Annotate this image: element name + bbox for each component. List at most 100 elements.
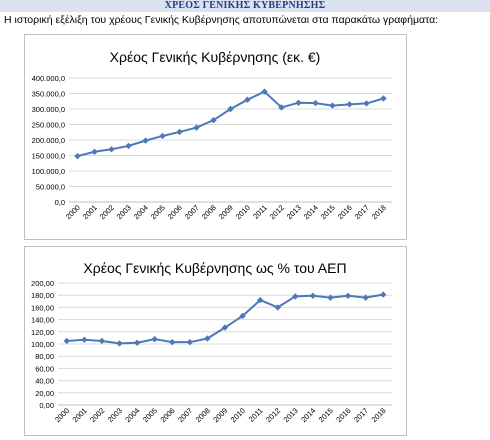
x-tick-label: 2004: [132, 203, 150, 221]
data-point: [204, 335, 211, 342]
y-tick-label: 200.000,0: [32, 136, 65, 145]
debt-gdp-chart-svg: Χρέος Γενικής Κυβέρνησης ως % του ΑΕΠ 0,0…: [31, 260, 392, 424]
x-tick-label: 2001: [81, 203, 99, 221]
data-point: [98, 337, 106, 345]
y-tick-label: 40,00: [35, 377, 54, 386]
data-point: [329, 102, 336, 109]
data-point: [309, 292, 317, 300]
x-tick-label: 2005: [141, 406, 159, 424]
data-point: [380, 95, 387, 102]
chart-title: Χρέος Γενικής Κυβέρνησης (εκ. €): [110, 49, 321, 65]
data-point: [108, 146, 115, 153]
data-point: [327, 294, 334, 301]
y-tick-label: 160,00: [31, 303, 54, 312]
data-point: [186, 338, 194, 346]
x-tick-label: 2012: [268, 203, 286, 221]
x-tick-label: 2004: [123, 406, 141, 424]
data-point: [125, 142, 132, 150]
data-point: [380, 291, 387, 298]
section-header: ΧΡΕΟΣ ΓΕΝΙΚΗΣ ΚΥΒΕΡΝΗΣΗΣ: [0, 0, 490, 12]
data-point: [193, 124, 200, 131]
series-line: [66, 293, 384, 345]
data-point: [91, 148, 98, 155]
x-tick-label: 2016: [334, 406, 352, 424]
y-tick-label: 20,00: [35, 389, 54, 398]
x-tick-label: 2016: [336, 203, 354, 221]
x-tick-label: 2003: [106, 406, 124, 424]
x-tick-label: 2007: [176, 406, 194, 424]
y-tick-label: 400.000,0: [32, 74, 65, 83]
x-tick-label: 2018: [369, 406, 387, 424]
debt-gdp-chart: Χρέος Γενικής Κυβέρνησης ως % του ΑΕΠ 0,0…: [24, 246, 407, 436]
x-tick-label: 2000: [53, 406, 71, 424]
x-tick-label: 2008: [200, 203, 218, 221]
data-point: [295, 99, 302, 106]
data-point: [256, 296, 264, 304]
x-tick-label: 2002: [88, 406, 106, 424]
data-point: [239, 312, 246, 320]
y-tick-label: 0,00: [39, 401, 54, 410]
x-tick-label: 2003: [115, 203, 133, 221]
y-tick-label: 120,00: [31, 328, 54, 337]
y-tick-label: 100.000,0: [32, 167, 65, 176]
data-point: [346, 101, 353, 108]
data-point: [142, 137, 149, 144]
x-tick-label: 2007: [183, 203, 201, 221]
x-tick-label: 2002: [98, 203, 116, 221]
data-point: [151, 335, 158, 343]
x-tick-label: 2009: [211, 406, 229, 424]
y-tick-label: 180,00: [31, 291, 54, 300]
x-tick-label: 2014: [302, 203, 320, 221]
data-point: [227, 105, 234, 113]
x-tick-label: 2005: [149, 203, 167, 221]
x-tick-label: 2013: [282, 406, 300, 424]
x-tick-label: 2012: [264, 406, 282, 424]
x-tick-label: 2011: [251, 203, 269, 221]
data-point: [169, 338, 176, 346]
y-tick-label: 300.000,0: [32, 105, 65, 114]
data-point: [133, 339, 141, 346]
y-tick-label: 100,00: [31, 340, 54, 349]
data-point: [363, 100, 370, 107]
data-point: [221, 324, 229, 331]
x-tick-label: 2017: [352, 406, 370, 424]
data-point: [362, 294, 369, 301]
data-point: [176, 128, 183, 136]
data-point: [312, 99, 319, 107]
x-tick-label: 2010: [229, 406, 247, 424]
chart-title: Χρέος Γενικής Κυβέρνησης ως % του ΑΕΠ: [83, 260, 346, 276]
data-point: [74, 152, 81, 160]
data-point: [81, 336, 88, 343]
data-point: [244, 96, 251, 103]
x-tick-label: 2014: [299, 406, 317, 424]
data-point: [278, 104, 285, 111]
x-tick-label: 2000: [64, 203, 82, 221]
x-tick-label: 2001: [71, 406, 89, 424]
series-line: [77, 90, 384, 158]
x-tick-label: 2006: [159, 406, 177, 424]
x-tick-label: 2011: [247, 406, 265, 424]
y-tick-label: 0,0: [55, 198, 65, 207]
data-point: [292, 293, 299, 300]
y-tick-label: 60,00: [35, 364, 54, 373]
x-tick-label: 2013: [285, 203, 303, 221]
data-point: [116, 340, 123, 347]
x-tick-label: 2006: [166, 203, 184, 221]
x-tick-label: 2009: [217, 203, 235, 221]
y-tick-label: 150.000,0: [32, 152, 65, 161]
section-title: ΧΡΕΟΣ ΓΕΝΙΚΗΣ ΚΥΒΕΡΝΗΣΗΣ: [164, 0, 326, 11]
y-tick-label: 80,00: [35, 352, 54, 361]
x-tick-label: 2015: [317, 406, 335, 424]
x-tick-label: 2008: [194, 406, 212, 424]
data-point: [344, 292, 352, 300]
debt-amount-chart: Χρέος Γενικής Κυβέρνησης (εκ. €) 0,0 50.00…: [24, 34, 407, 240]
x-tick-label: 2018: [370, 203, 388, 221]
data-point: [261, 88, 268, 95]
x-tick-label: 2015: [319, 203, 337, 221]
x-tick-label: 2017: [353, 203, 371, 221]
y-tick-label: 50.000,0: [36, 183, 65, 192]
y-tick-label: 350.000,0: [32, 90, 65, 99]
y-tick-label: 250.000,0: [32, 121, 65, 130]
data-point: [159, 132, 166, 140]
data-point: [210, 116, 217, 124]
